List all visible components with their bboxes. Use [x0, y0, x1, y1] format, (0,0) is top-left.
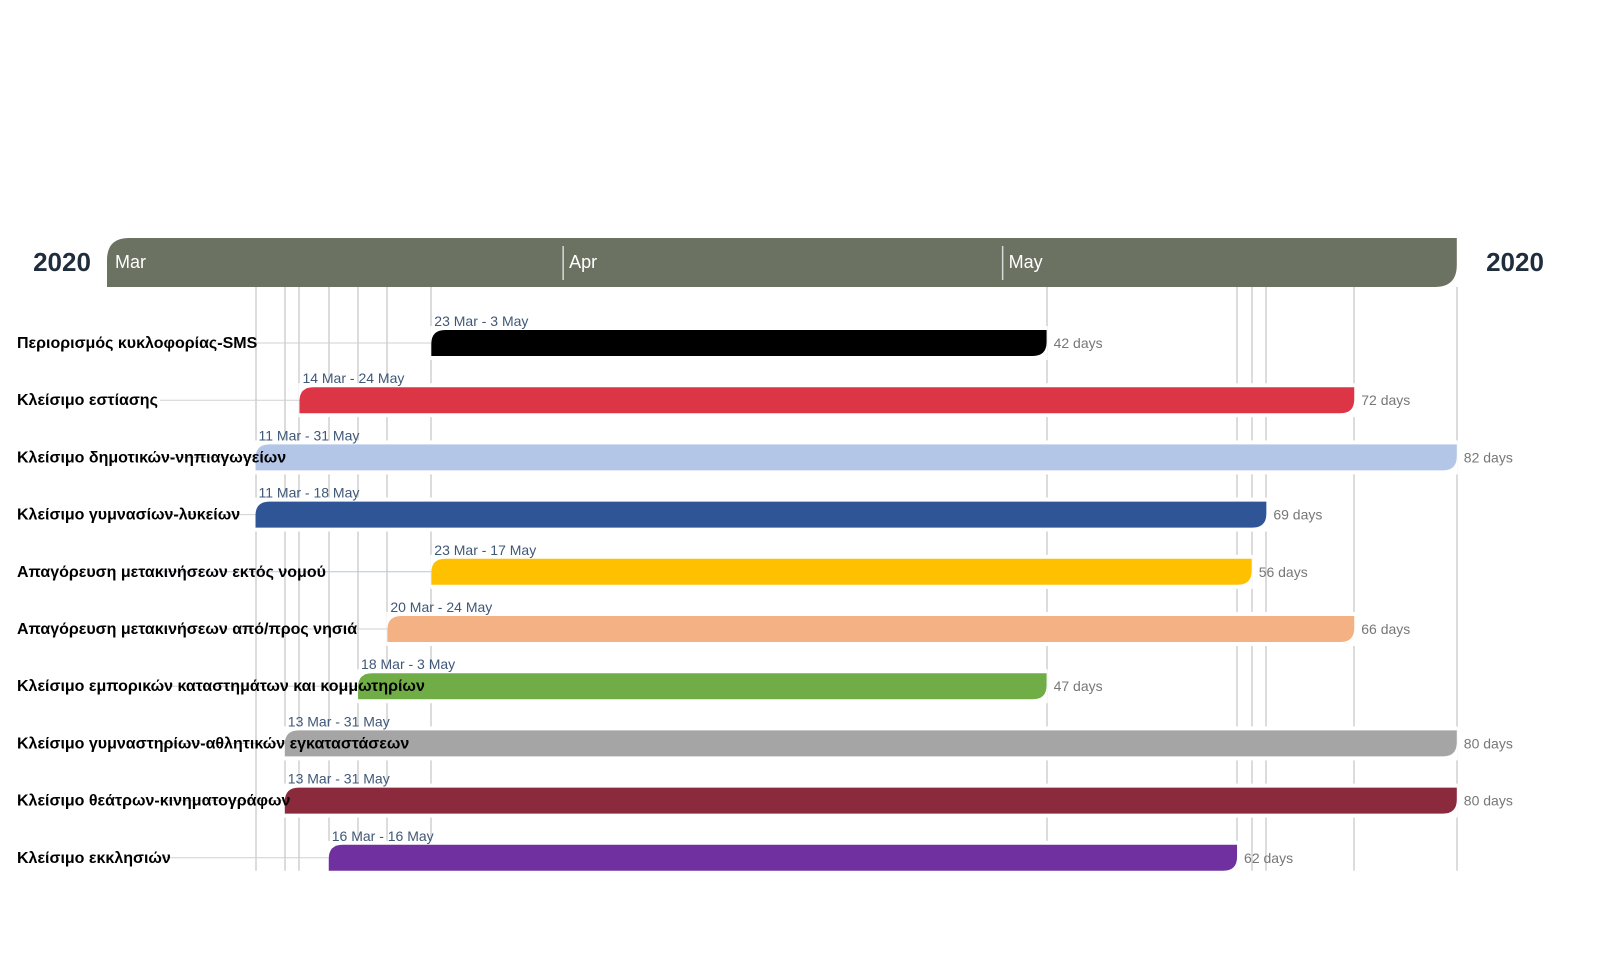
task-bar	[255, 444, 1457, 471]
date-range-label: 18 Mar - 3 May	[361, 656, 455, 672]
task-bar	[328, 844, 1238, 871]
duration-label: 62 days	[1244, 850, 1293, 866]
date-range-label: 16 Mar - 16 May	[332, 828, 434, 844]
year-label-right: 2020	[1486, 247, 1544, 277]
duration-label: 80 days	[1464, 735, 1513, 751]
date-range-label: 11 Mar - 18 May	[259, 485, 360, 501]
duration-label: 69 days	[1273, 507, 1322, 523]
month-label: Mar	[115, 252, 146, 272]
month-header-band	[107, 238, 1457, 287]
task-label: Απαγόρευση μετακινήσεων εκτός νομού	[17, 564, 326, 581]
date-range-label: 11 Mar - 31 May	[259, 427, 360, 443]
task-label: Κλείσιμο εκκλησιών	[17, 850, 171, 867]
task-label: Κλείσιμο εμπορικών καταστημάτων και κομμ…	[17, 678, 425, 695]
task-bar	[284, 787, 1457, 814]
task-label: Απαγόρευση μετακινήσεων από/προς νησιά	[17, 621, 357, 638]
date-range-label: 23 Mar - 17 May	[434, 542, 536, 558]
task-bar	[387, 616, 1355, 642]
date-range-label: 14 Mar - 24 May	[302, 370, 404, 386]
task-bar	[431, 558, 1252, 585]
duration-label: 42 days	[1054, 335, 1103, 351]
month-label: May	[1009, 252, 1043, 272]
task-bar	[431, 330, 1047, 356]
date-range-label: 20 Mar - 24 May	[390, 599, 492, 615]
task-label: Κλείσιμο δημοτικών-νηπιαγωγείων	[17, 449, 286, 466]
task-bar	[255, 501, 1267, 528]
task-label: Κλείσιμο γυμναστηρίων-αθλητικών εγκαταστ…	[17, 735, 409, 752]
task-label: Κλείσιμο εστίασης	[17, 392, 158, 409]
task-label: Περιορισμός κυκλοφορίας-SMS	[17, 335, 258, 352]
task-bar	[284, 730, 1457, 757]
duration-label: 80 days	[1464, 793, 1513, 809]
date-range-label: 13 Mar - 31 May	[288, 713, 390, 729]
date-range-label: 13 Mar - 31 May	[288, 771, 390, 787]
year-label-left: 2020	[33, 247, 91, 277]
duration-label: 72 days	[1361, 392, 1410, 408]
date-range-label: 23 Mar - 3 May	[434, 313, 528, 329]
task-rows: Περιορισμός κυκλοφορίας-SMS 23 Mar - 3 Ma…	[17, 313, 1513, 875]
month-label: Apr	[569, 252, 597, 272]
task-bar	[358, 673, 1047, 700]
task-label: Κλείσιμο γυμνασίων-λυκείων	[17, 507, 240, 524]
task-bar	[299, 387, 1355, 414]
duration-label: 82 days	[1464, 449, 1513, 465]
duration-label: 56 days	[1259, 564, 1308, 580]
duration-label: 47 days	[1054, 678, 1103, 694]
task-label: Κλείσιμο θεάτρων-κινηματογράφων	[17, 793, 290, 810]
month-ticks: Mar Apr May	[115, 246, 1043, 280]
duration-label: 66 days	[1361, 621, 1410, 637]
